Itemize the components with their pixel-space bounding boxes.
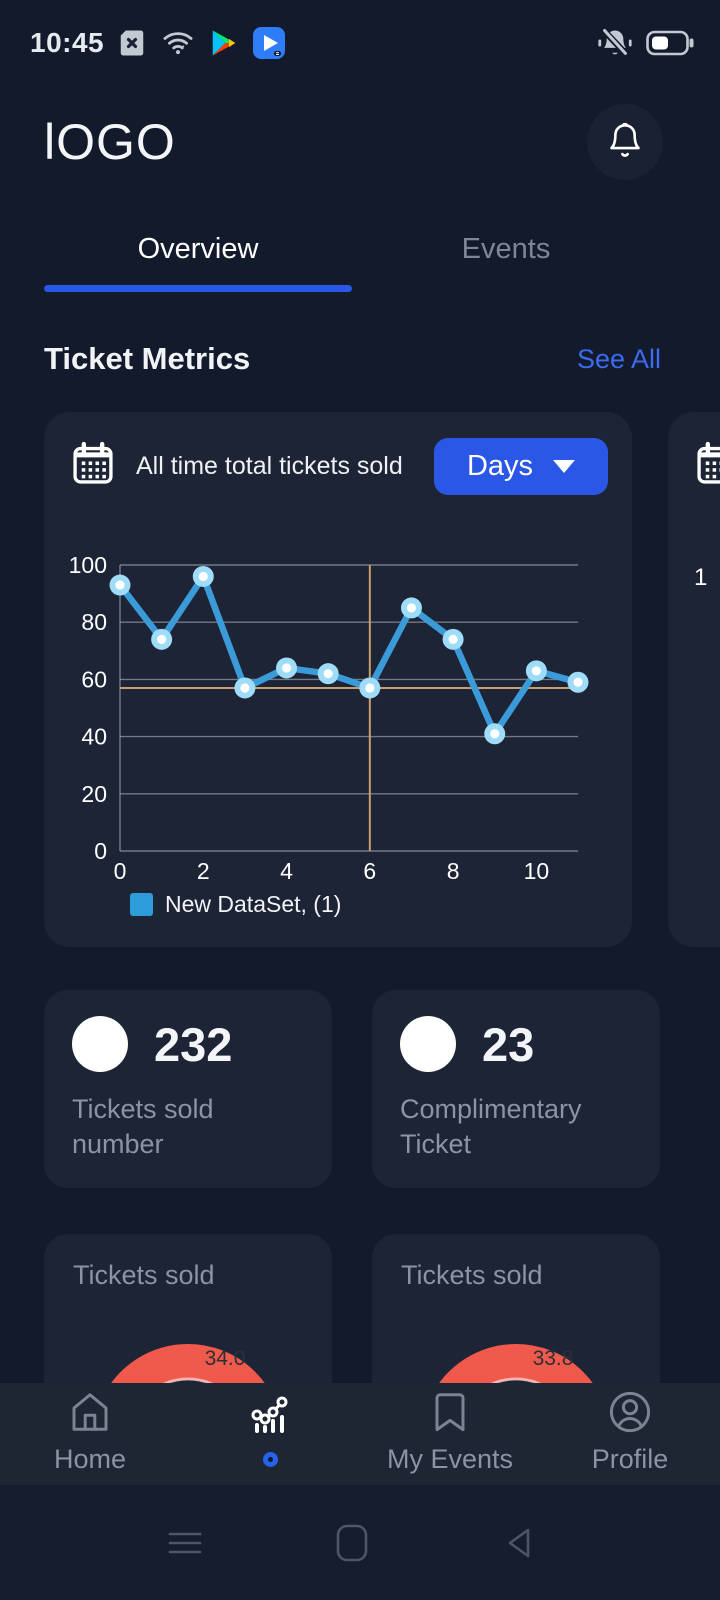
active-nav-dot xyxy=(262,1452,278,1467)
clock: 10:45 xyxy=(30,27,105,58)
wifi-icon xyxy=(160,27,196,59)
peek-axis-tick: 1 xyxy=(694,564,708,591)
status-bar: 10:45 xyxy=(0,0,720,70)
nav-item-home[interactable]: Home xyxy=(0,1383,180,1485)
active-tab-indicator xyxy=(44,285,352,292)
bell-icon xyxy=(604,120,646,165)
bottom-navigation: Home My Events Profile xyxy=(0,1383,720,1485)
nav-label-home: Home xyxy=(53,1444,127,1474)
stats-line-chart-icon xyxy=(245,1388,295,1439)
range-dropdown-label: Days xyxy=(466,450,534,482)
chevron-down-icon xyxy=(553,460,576,473)
chart-card-header: All time total tickets sold Days xyxy=(68,438,608,495)
calendar-icon xyxy=(68,438,118,495)
section-header: Ticket Metrics See All xyxy=(44,341,661,377)
notifications-button[interactable] xyxy=(587,104,663,180)
complimentary-ticket-label: Complimentary Ticket xyxy=(400,1094,582,1160)
android-back-button[interactable] xyxy=(480,1485,560,1600)
gauge-title: Tickets sold xyxy=(73,1260,215,1291)
tickets-sold-stat-card[interactable]: 232 Tickets sold number xyxy=(44,990,332,1189)
app-logo: lOGO xyxy=(44,114,176,170)
svg-text:6: 6 xyxy=(363,858,376,884)
profile-icon xyxy=(606,1388,654,1439)
chart-card-title: All time total tickets sold xyxy=(136,452,403,480)
range-dropdown[interactable]: Days xyxy=(434,438,608,495)
nav-item-my-events[interactable]: My Events xyxy=(360,1383,540,1485)
nav-item-profile[interactable]: Profile xyxy=(540,1383,720,1485)
svg-text:40: 40 xyxy=(81,724,107,750)
tab-events-label: Events xyxy=(461,233,551,265)
svg-text:8: 8 xyxy=(447,858,460,884)
chart-legend: New DataSet, (1) xyxy=(130,891,632,918)
tab-overview[interactable]: Overview xyxy=(44,232,352,292)
svg-text:20: 20 xyxy=(81,781,107,807)
svg-text:60: 60 xyxy=(81,666,107,692)
stat-circle-icon xyxy=(400,1016,456,1072)
gauge-value: 34.0 xyxy=(205,1347,246,1370)
tickets-sold-value: 232 xyxy=(154,1017,233,1071)
app-header: lOGO xyxy=(44,104,663,180)
nav-label-my-events: My Events xyxy=(386,1444,514,1474)
tickets-sold-label: Tickets sold number xyxy=(72,1094,214,1160)
nav-item-stats-active[interactable] xyxy=(180,1383,360,1485)
legend-label: New DataSet, (1) xyxy=(165,891,342,917)
complimentary-ticket-stat-card[interactable]: 23 Complimentary Ticket xyxy=(372,990,660,1189)
svg-text:0: 0 xyxy=(94,838,107,864)
bookmark-icon xyxy=(426,1388,474,1439)
metrics-carousel[interactable]: All time total tickets sold Days 0 20 40 60… xyxy=(0,412,720,947)
sd-card-missing-icon xyxy=(117,27,147,59)
svg-text:2: 2 xyxy=(197,858,210,884)
calendar-icon xyxy=(692,438,720,495)
tab-events[interactable]: Events xyxy=(352,232,660,292)
legend-swatch xyxy=(130,893,153,916)
svg-text:80: 80 xyxy=(81,609,107,635)
next-metric-card-peek[interactable]: 1 xyxy=(668,412,720,947)
svg-text:10: 10 xyxy=(524,858,550,884)
gauge-value: 33.8 xyxy=(533,1347,574,1370)
tickets-chart-card: All time total tickets sold Days 0 20 40 60… xyxy=(44,412,632,947)
tab-overview-label: Overview xyxy=(137,233,259,265)
android-recents-button[interactable] xyxy=(145,1485,225,1600)
svg-text:4: 4 xyxy=(280,858,293,884)
page-title: Ticket Metrics xyxy=(44,341,251,376)
tab-bar: Overview Events xyxy=(44,232,660,292)
nav-label-profile: Profile xyxy=(591,1444,669,1474)
battery-icon xyxy=(646,28,694,58)
play-store-icon xyxy=(209,27,239,59)
svg-text:0: 0 xyxy=(114,858,127,884)
stat-circle-icon xyxy=(72,1016,128,1072)
gauge-title: Tickets sold xyxy=(401,1260,543,1291)
android-home-button[interactable] xyxy=(312,1485,392,1600)
home-icon xyxy=(66,1388,114,1439)
stats-row: 232 Tickets sold number 23 Complimentary… xyxy=(44,990,660,1189)
android-system-nav xyxy=(0,1485,720,1600)
complimentary-ticket-value: 23 xyxy=(482,1017,535,1071)
tickets-line-chart[interactable]: 0 20 40 60 80 100 0 2 4 6 8 10 xyxy=(44,551,632,887)
see-all-link[interactable]: See All xyxy=(576,343,661,374)
notifications-muted-icon xyxy=(597,26,633,60)
svg-text:100: 100 xyxy=(69,552,107,578)
play-video-icon xyxy=(252,26,286,60)
